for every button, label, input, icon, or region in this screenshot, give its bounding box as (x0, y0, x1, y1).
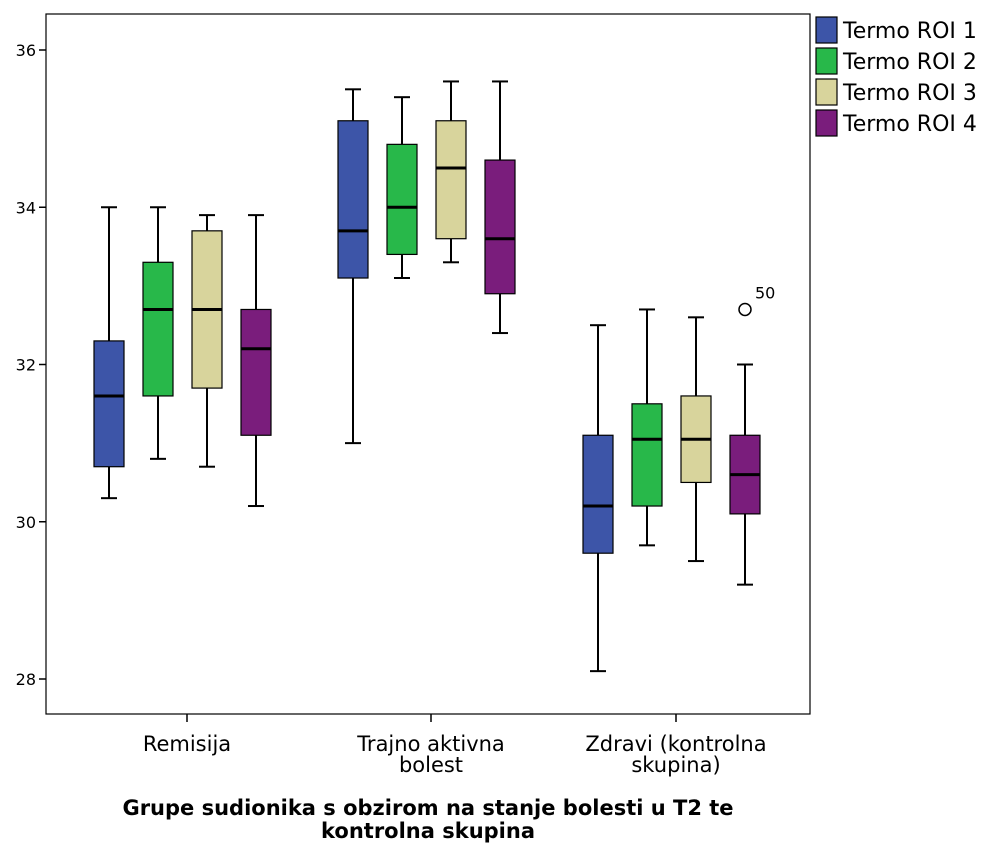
outlier-point (738, 302, 752, 317)
y-tick-label: 30 (16, 513, 36, 532)
x-axis-title: Grupe sudionika s obzirom na stanje bole… (122, 796, 733, 820)
box-4-1 (240, 214, 272, 508)
box-4-2 (484, 80, 516, 335)
box-iqr (582, 434, 614, 554)
box-iqr (386, 143, 418, 256)
outlier-label: 50 (755, 283, 775, 302)
y-tick-label: 36 (16, 41, 36, 60)
box-iqr (93, 340, 125, 468)
legend: Termo ROI 1 Termo ROI 2 Termo ROI 3 Termo R… (815, 16, 977, 137)
y-tick-label: 32 (16, 356, 36, 375)
x-category-label: skupina) (631, 753, 720, 777)
box-iqr (484, 159, 516, 295)
x-category-label: bolest (399, 753, 463, 777)
box-iqr (337, 120, 369, 279)
box-iqr (240, 308, 272, 436)
x-category-label: Trajno aktivna (356, 732, 505, 756)
legend-label: Termo ROI 3 (842, 81, 977, 106)
box-4-3 (729, 363, 761, 586)
box-3-2 (435, 80, 467, 264)
box-iqr (142, 261, 174, 397)
box-3-3 (680, 316, 712, 563)
legend-label: Termo ROI 2 (842, 50, 977, 75)
box-1-3 (582, 324, 614, 673)
legend-label: Termo ROI 1 (842, 19, 977, 44)
y-tick-label: 34 (16, 198, 36, 217)
box-2-3 (631, 308, 663, 547)
box-1-2 (337, 88, 369, 445)
legend-swatch (815, 109, 838, 137)
box-1-1 (93, 206, 125, 500)
box-iqr (631, 403, 663, 507)
x-axis-title: kontrolna skupina (321, 819, 535, 843)
y-tick-label: 28 (16, 670, 36, 689)
x-category-label: Remisija (143, 732, 231, 756)
box-2-1 (142, 206, 174, 460)
legend-swatch (815, 78, 838, 106)
box-iqr (435, 120, 467, 240)
legend-label: Termo ROI 4 (842, 112, 977, 137)
x-category-label: Zdravi (kontrolna (585, 732, 766, 756)
box-2-2 (386, 96, 418, 280)
legend-swatch (815, 16, 838, 44)
legend-swatch (815, 47, 838, 75)
box-3-1 (191, 214, 223, 468)
